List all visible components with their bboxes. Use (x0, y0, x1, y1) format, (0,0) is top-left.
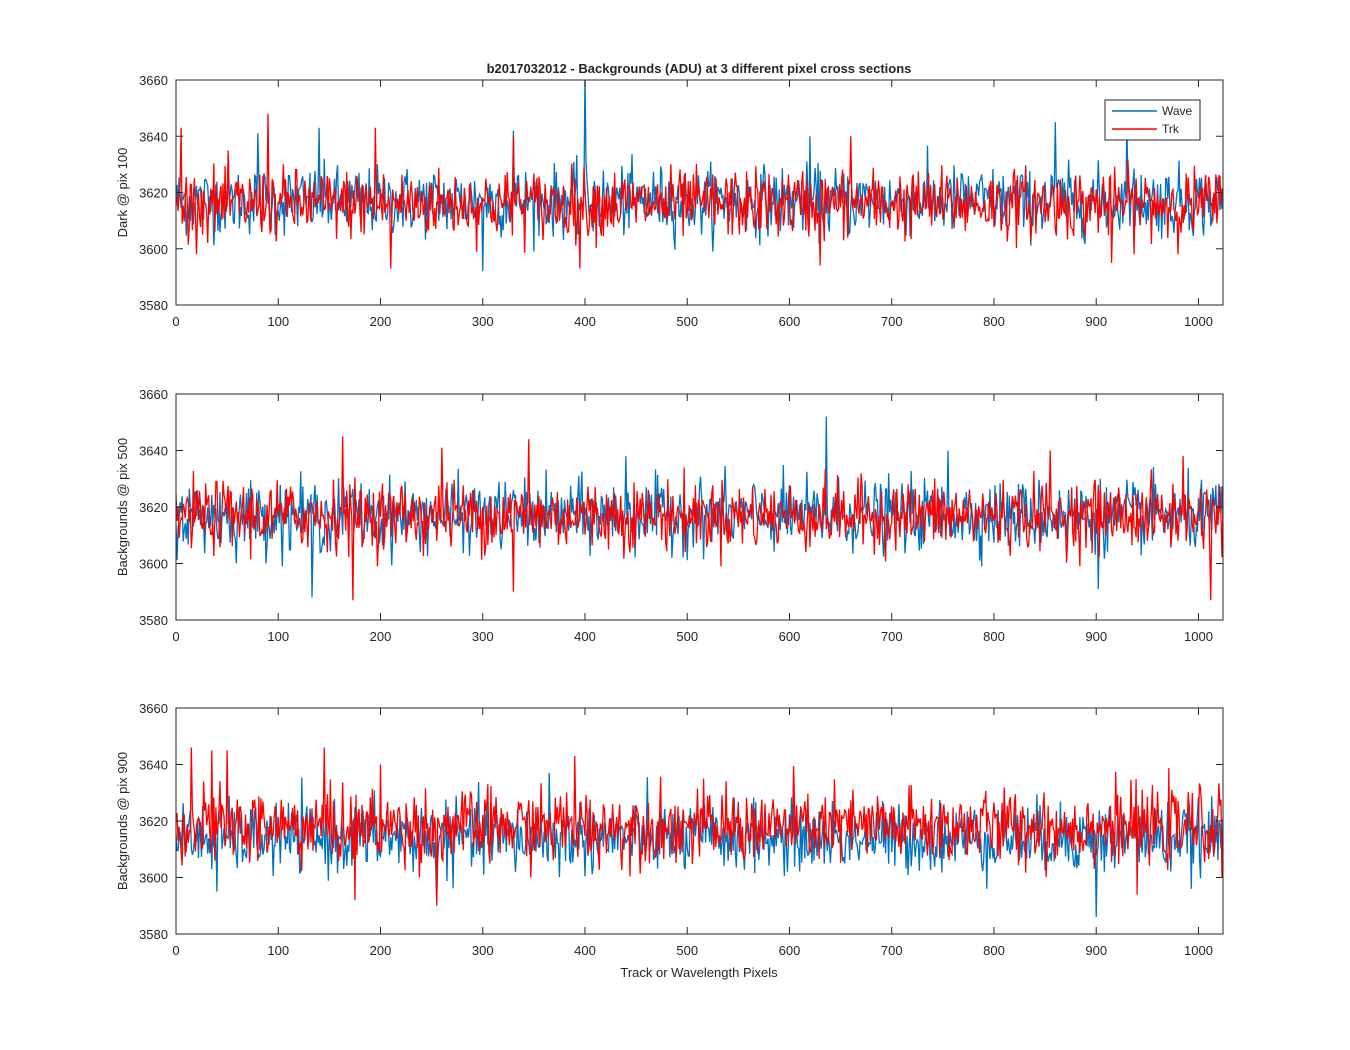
x-tick-label: 700 (881, 629, 903, 644)
x-tick-label: 300 (472, 943, 494, 958)
x-tick-label: 900 (1085, 314, 1107, 329)
y-tick-label: 3620 (139, 500, 168, 515)
x-tick-label: 1000 (1184, 943, 1213, 958)
x-tick-label: 100 (267, 943, 289, 958)
x-tick-label: 900 (1085, 943, 1107, 958)
legend-label-trk: Trk (1162, 122, 1180, 136)
x-tick-label: 100 (267, 629, 289, 644)
series-line-trk (176, 747, 1223, 906)
y-axis-label: Backgrounds @ pix 500 (115, 438, 130, 576)
y-tick-label: 3660 (139, 701, 168, 716)
y-tick-label: 3620 (139, 186, 168, 201)
x-tick-label: 900 (1085, 629, 1107, 644)
y-tick-label: 3620 (139, 814, 168, 829)
legend-label-wave: Wave (1162, 104, 1193, 118)
x-tick-label: 300 (472, 629, 494, 644)
legend-box (1104, 99, 1201, 141)
x-tick-label: 300 (472, 314, 494, 329)
series-line-trk (176, 436, 1223, 601)
y-axis-label: Backgrounds @ pix 900 (115, 752, 130, 890)
subplots: 0 100 200 300 400 500 600 700 800 900 100035803600… (115, 73, 1224, 958)
subplot-2: 0 100 200 300 400 500 600 700 800 900 1000 3580 3600… (115, 387, 1224, 644)
x-tick-label: 400 (574, 943, 596, 958)
x-tick-label: 800 (983, 314, 1005, 329)
series-line-trk (176, 113, 1223, 269)
x-axis-label: Track or Wavelength Pixels (620, 965, 778, 980)
y-tick-label: 3660 (139, 387, 168, 402)
y-tick-label: 3580 (139, 927, 168, 942)
y-tick-label: 3640 (139, 129, 168, 144)
x-tick-label: 700 (881, 943, 903, 958)
x-tick-label: 100 (267, 314, 289, 329)
x-tick-label: 1000 (1184, 314, 1213, 329)
x-tick-label: 600 (779, 314, 801, 329)
y-tick-label: 3600 (139, 242, 168, 257)
y-tick-label: 3580 (139, 613, 168, 628)
x-tick-label: 400 (574, 314, 596, 329)
subplot-1: 0 100 200 300 400 500 600 700 800 900 1000 3580 3600… (115, 73, 1224, 329)
x-tick-label: 700 (881, 314, 903, 329)
x-tick-label: 800 (983, 629, 1005, 644)
y-tick-label: 3640 (139, 758, 168, 773)
x-tick-label: 600 (779, 629, 801, 644)
y-axis-label: Dark @ pix 100 (115, 148, 130, 238)
y-tick-label: 3600 (139, 871, 168, 886)
x-tick-label: 200 (370, 943, 392, 958)
legend: Wave Trk (1104, 99, 1201, 141)
figure-title: b2017032012 - Backgrounds (ADU) at 3 dif… (487, 61, 912, 76)
x-tick-label: 1000 (1184, 629, 1213, 644)
x-tick-label: 0 (172, 943, 179, 958)
y-tick-label: 3660 (139, 73, 168, 88)
x-tick-label: 500 (676, 629, 698, 644)
y-tick-label: 3600 (139, 557, 168, 572)
y-tick-label: 3580 (139, 298, 168, 313)
x-tick-label: 800 (983, 943, 1005, 958)
x-tick-label: 200 (370, 314, 392, 329)
x-tick-label: 0 (172, 629, 179, 644)
x-tick-label: 500 (676, 943, 698, 958)
subplot-3: 0 100 200 300 400 500 600 700 800 900 1000 3580 3600… (115, 701, 1224, 958)
x-tick-label: 0 (172, 314, 179, 329)
x-tick-label: 200 (370, 629, 392, 644)
y-tick-label: 3640 (139, 444, 168, 459)
x-tick-label: 600 (779, 943, 801, 958)
x-tick-label: 500 (676, 314, 698, 329)
x-tick-label: 400 (574, 629, 596, 644)
